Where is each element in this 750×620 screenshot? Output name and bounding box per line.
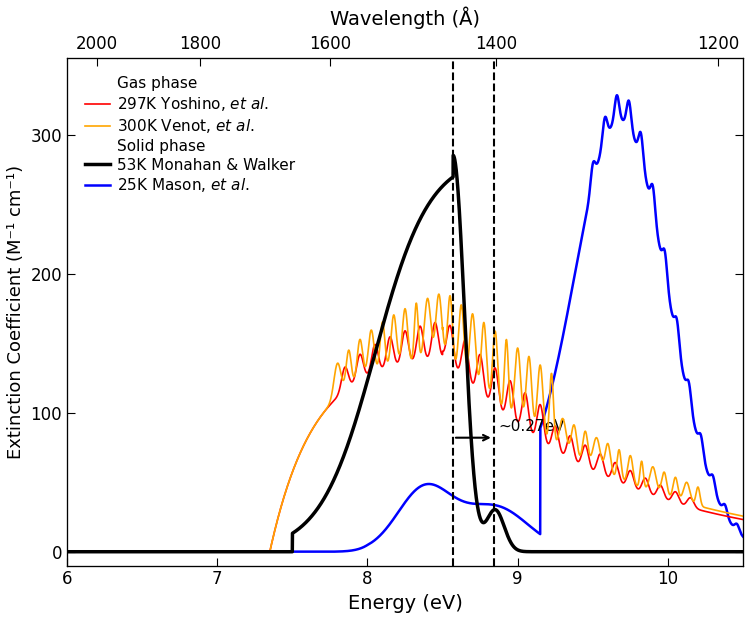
X-axis label: Wavelength (Å): Wavelength (Å) bbox=[330, 7, 480, 29]
X-axis label: Energy (eV): Energy (eV) bbox=[347, 594, 463, 613]
Legend: Gas phase, 297K Yoshino, $\it{et\ al.}$, 300K Venot, $\it{et\ al.}$, Solid phase: Gas phase, 297K Yoshino, $\it{et\ al.}$,… bbox=[80, 70, 302, 200]
Y-axis label: Extinction Coefficient (M⁻¹ cm⁻¹): Extinction Coefficient (M⁻¹ cm⁻¹) bbox=[7, 165, 25, 459]
Text: ~0.27eV: ~0.27eV bbox=[498, 418, 565, 433]
